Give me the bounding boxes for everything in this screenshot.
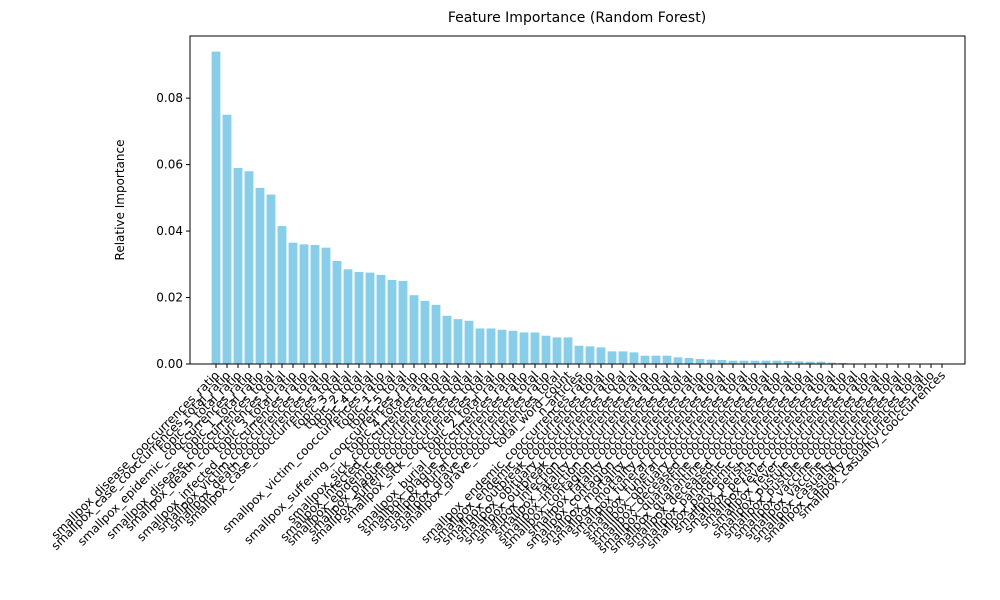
bar: [761, 360, 771, 364]
bar: [321, 247, 331, 364]
bar: [354, 271, 364, 364]
bar: [794, 361, 804, 364]
y-tick-label: 0.00: [156, 357, 183, 371]
bar: [376, 274, 386, 364]
bar: [607, 351, 617, 364]
bar: [673, 357, 683, 364]
y-tick-label: 0.08: [156, 91, 183, 105]
bar: [783, 361, 793, 364]
bar: [585, 346, 595, 364]
bar: [750, 360, 760, 364]
bar: [365, 272, 375, 364]
y-tick-label: 0.02: [156, 291, 183, 305]
bar: [530, 332, 540, 364]
bar: [244, 171, 254, 364]
bar: [211, 51, 221, 364]
bar: [475, 328, 485, 364]
bar: [805, 361, 815, 364]
bar: [442, 315, 452, 364]
bar: [816, 361, 826, 364]
bar: [739, 360, 749, 364]
bar: [827, 362, 837, 364]
y-axis-label: Relative Importance: [113, 140, 127, 261]
bar: [343, 269, 353, 364]
bar: [222, 114, 232, 364]
bar: [706, 359, 716, 364]
bar: [299, 244, 309, 364]
bar: [332, 260, 342, 364]
bar: [464, 320, 474, 364]
bar: [618, 351, 628, 364]
bar: [662, 355, 672, 364]
bar: [233, 167, 243, 364]
bar: [574, 345, 584, 364]
bar: [772, 360, 782, 364]
bar: [640, 355, 650, 364]
bar: [651, 355, 661, 364]
bar: [255, 187, 265, 364]
bar: [310, 245, 320, 364]
bar: [266, 194, 276, 364]
plot-frame: [189, 35, 966, 365]
bar: [486, 328, 496, 364]
bar: [420, 300, 430, 364]
bar: [552, 337, 562, 364]
bar: [277, 226, 287, 364]
bar: [453, 319, 463, 364]
bar: [508, 330, 518, 364]
bar: [288, 242, 298, 364]
bar: [563, 337, 573, 364]
y-tick-label: 0.06: [156, 158, 183, 172]
bar: [728, 360, 738, 364]
bar: [684, 358, 694, 364]
bar: [398, 280, 408, 364]
bar: [541, 335, 551, 364]
bar: [519, 332, 529, 364]
bar: [596, 347, 606, 364]
bar: [629, 352, 639, 364]
chart-title: Feature Importance (Random Forest): [448, 10, 706, 26]
bar: [431, 304, 441, 364]
bar: [695, 359, 705, 364]
bar: [409, 295, 419, 364]
bar: [497, 329, 507, 364]
bar: [717, 360, 727, 364]
bar: [387, 279, 397, 364]
y-tick-label: 0.04: [156, 224, 183, 238]
